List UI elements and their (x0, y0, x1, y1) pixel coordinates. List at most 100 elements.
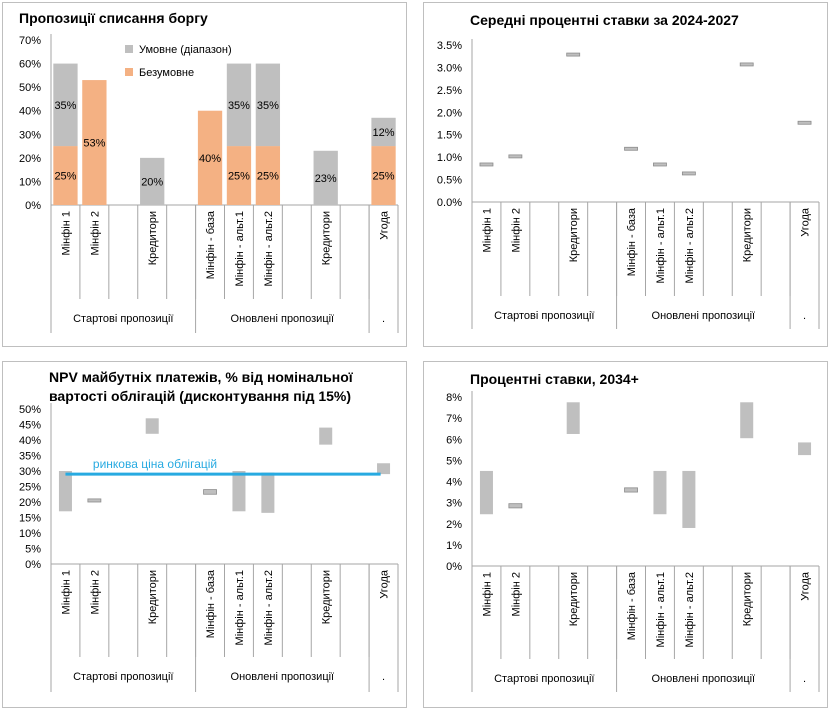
category-label: Мінфін - альт.2 (263, 570, 275, 645)
range-bar (798, 442, 812, 456)
range-bar (479, 470, 493, 515)
y-tick-label: 2.5% (437, 85, 462, 97)
y-tick-label: 15% (19, 513, 41, 525)
data-label: 12% (373, 127, 395, 139)
category-label: Мінфін - альт.1 (655, 572, 667, 647)
range-bar (566, 402, 580, 434)
category-label: Мінфін 2 (510, 572, 522, 616)
group-label: Стартові пропозиції (73, 671, 173, 683)
legend-swatch (125, 45, 133, 53)
panel-avg-rates: Середні процентні ставки за 2024-2027 0.0… (423, 2, 828, 347)
range-bar (261, 472, 275, 513)
legend-label: Умовне (діапазон) (139, 44, 232, 56)
y-tick-label: 2.0% (437, 107, 462, 119)
data-label: 25% (257, 171, 279, 183)
y-tick-label: 50% (19, 82, 41, 94)
category-label: Мінфін 1 (60, 570, 72, 614)
y-tick-label: 5% (446, 455, 462, 467)
data-label: 35% (54, 100, 76, 112)
range-bar (87, 498, 102, 503)
legend-swatch (125, 68, 133, 76)
bar-unconditional (53, 146, 78, 205)
range-bar (479, 162, 494, 167)
y-tick-label: 10% (19, 176, 41, 188)
y-tick-label: 20% (19, 497, 41, 509)
y-tick-label: 50% (19, 404, 41, 416)
data-label: 35% (257, 100, 279, 112)
bar-unconditional (82, 80, 107, 205)
category-label: Кредитори (568, 572, 580, 626)
chart-title: Середні процентні ставки за 2024-2027 (470, 12, 739, 28)
y-tick-label: 0% (25, 559, 41, 571)
data-label: 25% (54, 171, 76, 183)
chart-title: NPV майбутніх платежів, % від номінально… (49, 369, 354, 385)
range-bar (145, 418, 159, 434)
group-label: Стартові пропозиції (494, 673, 594, 685)
category-label: Мінфін 1 (60, 211, 72, 255)
chart-title: Процентні ставки, 2034+ (470, 371, 639, 387)
y-tick-label: 1% (446, 540, 462, 552)
panel-rates-2034: Процентні ставки, 2034+ 0% 1% 2% 3% 4% 5% 6% 7% 8… (423, 361, 828, 708)
category-label: Мінфін - альт.1 (655, 208, 667, 283)
panel-debt-writeoff: Пропозиції списання боргу 0% 10% 20% 30% 40% 5… (2, 2, 407, 347)
data-label: 23% (315, 173, 337, 185)
bar-conditional (226, 63, 252, 147)
y-tick-label: 6% (446, 434, 462, 446)
range-bar (681, 171, 696, 176)
group-label: Стартові пропозиції (73, 313, 173, 325)
range-bar (739, 62, 754, 67)
category-label: Кредитори (321, 570, 333, 624)
y-tick-label: 30% (19, 466, 41, 478)
chart-title: Пропозиції списання боргу (19, 10, 208, 26)
bar-unconditional (197, 110, 223, 205)
range-bar (797, 120, 812, 125)
chart-npv: NPV майбутніх платежів, % від номінально… (19, 369, 399, 692)
chart-title: вартості облігацій (дисконтування під 15… (49, 388, 351, 404)
range-bar (653, 470, 667, 515)
y-tick-label: 1.0% (437, 152, 462, 164)
category-label: Мінфін - база (626, 207, 638, 276)
bar-unconditional (226, 146, 252, 205)
category-label: Мінфін 1 (481, 572, 493, 616)
category-label: Кредитори (147, 570, 159, 624)
bar-conditional (255, 63, 281, 147)
category-label: Мінфін 2 (89, 570, 101, 614)
y-tick-label: 40% (19, 106, 41, 118)
y-tick-label: 4% (446, 477, 462, 489)
range-bar (624, 487, 638, 493)
data-label: 20% (141, 176, 163, 188)
range-bar (508, 503, 523, 509)
bar-unconditional (371, 146, 396, 205)
category-label: Угода (379, 569, 391, 599)
y-tick-label: 2% (446, 519, 462, 531)
range-bar (624, 146, 638, 151)
y-tick-label: 1.5% (437, 130, 462, 142)
y-tick-label: 10% (19, 528, 41, 540)
y-tick-label: 35% (19, 451, 41, 463)
category-label: Мінфін - база (205, 569, 217, 638)
category-label: Кредитори (321, 211, 333, 265)
category-label: Мінфін - альт.2 (263, 211, 275, 286)
group-label: . (803, 673, 806, 685)
y-tick-label: 0% (25, 200, 41, 212)
group-label: Оновлені пропозиції (652, 310, 756, 322)
category-label: Мінфін 2 (89, 211, 101, 255)
range-bar (319, 427, 333, 445)
chart-avg-rates: Середні процентні ставки за 2024-2027 0.0… (437, 12, 820, 329)
group-label: Оновлені пропозиції (652, 673, 756, 685)
range-bar (508, 154, 523, 159)
group-label: . (803, 310, 806, 322)
bar-conditional (53, 63, 78, 147)
range-bar (653, 162, 667, 167)
range-bar (203, 489, 217, 495)
category-label: Угода (379, 210, 391, 240)
panel-npv: NPV майбутніх платежів, % від номінально… (2, 361, 407, 708)
y-tick-label: 3.0% (437, 62, 462, 74)
chart-debt-writeoff: Пропозиції списання боргу 0% 10% 20% 30% 40% 5… (19, 10, 399, 333)
bar-conditional (371, 117, 396, 147)
category-label: Кредитори (147, 211, 159, 265)
legend-label: Безумовне (139, 67, 194, 79)
y-tick-label: 8% (446, 392, 462, 404)
category-label: Кредитори (568, 208, 580, 262)
chart-rates-2034: Процентні ставки, 2034+ 0% 1% 2% 3% 4% 5% 6% 7% 8… (446, 371, 820, 692)
